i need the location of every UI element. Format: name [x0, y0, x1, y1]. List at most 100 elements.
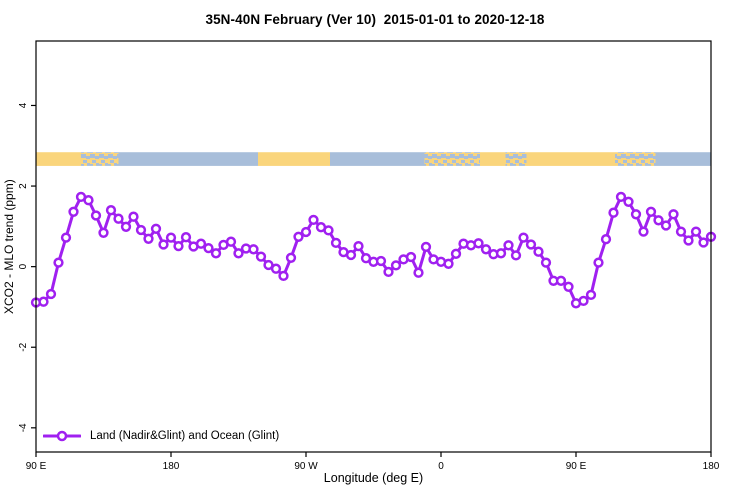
data-point-marker	[503, 240, 514, 251]
data-point-marker	[270, 263, 282, 274]
data-point-marker	[285, 252, 297, 263]
data-point-marker	[53, 257, 64, 268]
data-point-marker	[600, 234, 612, 245]
data-point-marker	[143, 233, 154, 244]
strip-segment-land	[258, 152, 330, 166]
strip-segment-coast-mix	[424, 152, 480, 166]
strip-segment-coast-mix	[615, 152, 656, 166]
data-point-marker	[578, 295, 589, 307]
data-point-marker	[555, 275, 567, 286]
data-point-marker	[638, 226, 649, 237]
data-point-marker	[248, 244, 259, 255]
y-tick-label: 0	[18, 263, 29, 269]
x-axis-title: Longitude (deg E)	[323, 471, 424, 485]
data-point-marker	[593, 257, 604, 268]
data-point-marker	[83, 195, 94, 206]
data-point-marker	[113, 213, 124, 224]
data-point-marker	[135, 224, 147, 236]
data-point-marker	[255, 251, 267, 262]
data-point-marker	[533, 246, 544, 257]
data-point-marker	[540, 257, 552, 268]
data-point-marker	[173, 240, 184, 252]
x-tick-label: 0	[438, 461, 444, 472]
strip-segment-ocean	[118, 152, 258, 166]
trend-markers	[30, 191, 717, 309]
data-point-marker	[668, 209, 679, 220]
plot-border	[35, 40, 712, 453]
data-point-marker	[518, 232, 529, 243]
data-point-marker	[38, 296, 49, 307]
data-point-marker	[203, 242, 214, 254]
data-point-marker	[630, 209, 642, 220]
data-point-marker	[180, 232, 192, 243]
data-point-marker	[345, 249, 357, 261]
data-point-marker	[443, 258, 454, 269]
data-point-marker	[98, 227, 109, 238]
legend-label: Land (Nadir&Glint) and Ocean (Glint)	[90, 430, 280, 442]
data-point-marker	[60, 232, 72, 243]
data-point-marker	[353, 240, 364, 252]
data-point-marker	[683, 235, 694, 246]
land-ocean-strip	[36, 152, 711, 166]
data-point-marker	[660, 220, 672, 231]
data-point-marker	[420, 241, 432, 253]
data-point-marker	[300, 226, 312, 238]
data-point-marker	[495, 248, 507, 259]
data-point-marker	[293, 231, 304, 242]
data-point-marker	[330, 237, 342, 249]
strip-segment-ocean	[330, 152, 425, 166]
data-point-marker	[450, 248, 462, 259]
strip-segment-ocean	[655, 152, 711, 166]
data-point-marker	[510, 250, 522, 261]
data-point-marker	[645, 206, 657, 217]
strip-segment-land	[526, 152, 615, 166]
data-point-marker	[90, 210, 102, 221]
data-point-marker	[585, 289, 597, 301]
y-axis-ticks: 4 2 0 -2 -4	[18, 102, 36, 432]
data-point-marker	[405, 251, 417, 263]
data-point-marker	[383, 266, 394, 278]
data-point-marker	[615, 191, 627, 203]
data-point-marker	[165, 232, 177, 243]
data-point-marker	[480, 244, 492, 255]
strip-segment-land	[36, 152, 81, 166]
data-point-marker	[210, 248, 222, 259]
strip-segment-coast-mix	[505, 152, 527, 166]
data-point-marker	[233, 248, 244, 259]
data-point-marker	[45, 288, 57, 300]
data-point-marker	[278, 270, 289, 282]
y-tick-label: 4	[18, 102, 29, 108]
y-tick-label: -2	[18, 342, 29, 351]
strip-segment-land	[480, 152, 506, 166]
data-point-marker	[150, 223, 162, 234]
x-tick-label: 180	[703, 461, 720, 472]
x-tick-label: 90 E	[566, 461, 587, 472]
data-point-marker	[413, 267, 424, 278]
data-point-marker	[698, 237, 709, 248]
legend: Land (Nadir&Glint) and Ocean (Glint)	[43, 428, 279, 444]
data-point-marker	[120, 221, 132, 232]
data-point-marker	[225, 236, 237, 247]
strip-segment-coast-mix	[81, 152, 119, 166]
y-tick-label: 2	[18, 183, 29, 189]
data-point-marker	[128, 211, 139, 222]
data-point-marker	[525, 239, 537, 250]
data-point-marker	[390, 260, 402, 271]
y-tick-label: -4	[18, 423, 29, 432]
data-point-marker	[623, 196, 634, 207]
data-point-marker	[105, 205, 117, 216]
data-point-marker	[608, 207, 619, 218]
data-point-marker	[675, 226, 687, 237]
chart-title: 35N-40N February (Ver 10) 2015-01-01 to …	[205, 12, 545, 27]
x-tick-label: 90 W	[294, 461, 318, 472]
data-point-marker	[473, 238, 484, 249]
x-tick-label: 180	[163, 461, 180, 472]
x-axis-ticks: 90 E 180 90 W 0 90 E 180	[26, 452, 720, 472]
data-point-marker	[653, 215, 664, 226]
x-tick-label: 90 E	[26, 461, 47, 472]
data-point-marker	[375, 255, 387, 267]
data-point-marker	[195, 238, 207, 249]
data-point-marker	[323, 225, 334, 236]
